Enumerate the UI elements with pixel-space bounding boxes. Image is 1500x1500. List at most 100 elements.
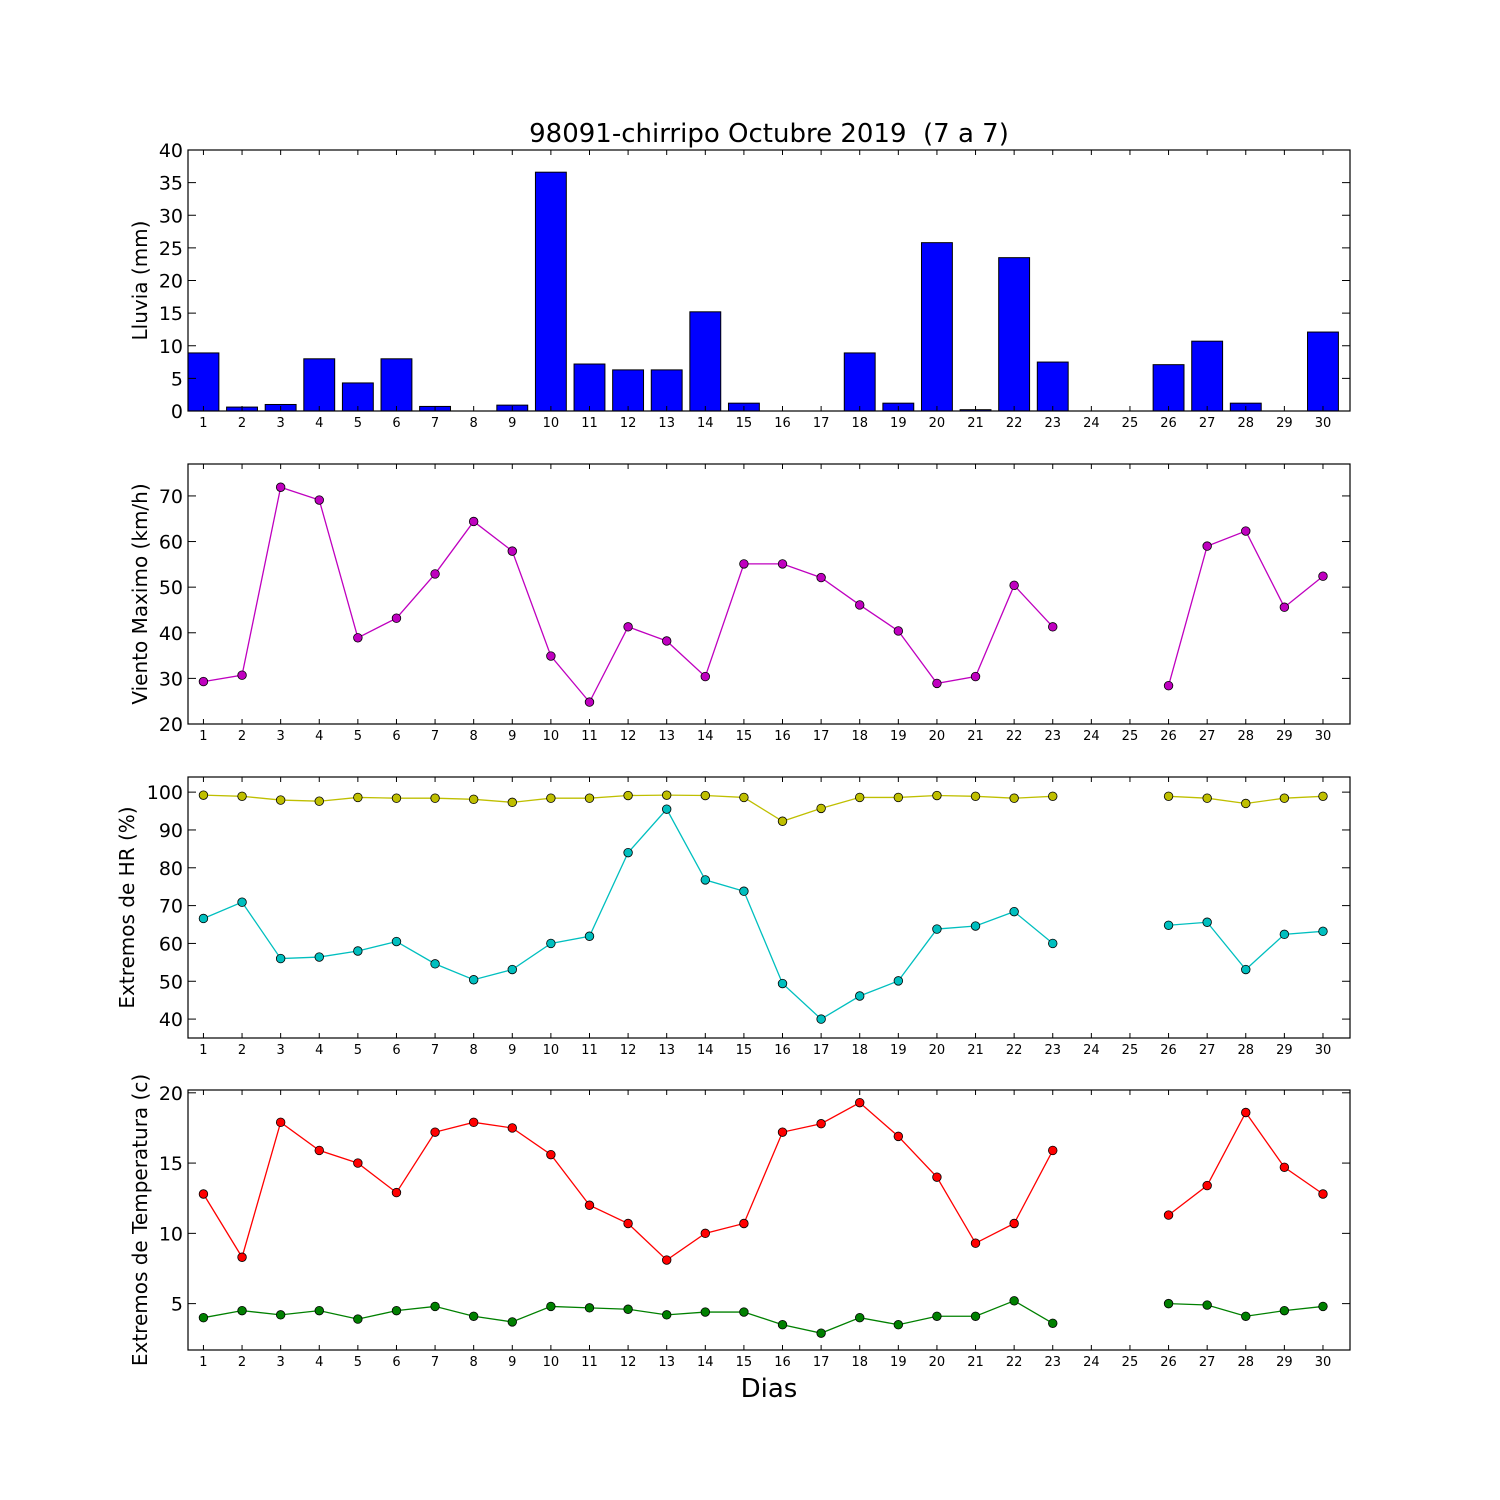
plot-frame [187, 776, 1351, 1039]
series-1-point-day-27 [1202, 541, 1212, 551]
x-tick-label: 9 [508, 416, 516, 431]
series-2-point-day-21 [970, 921, 981, 931]
x-tick-label: 25 [1122, 1355, 1139, 1370]
x-tick-label: 4 [315, 1355, 323, 1370]
y-tick-label: 100 [147, 782, 183, 804]
series-1-point-day-21 [970, 1238, 981, 1248]
series-2-point-day-14 [700, 875, 711, 885]
plot-frame [187, 1089, 1351, 1351]
series-2-point-day-29 [1279, 929, 1290, 940]
y-tick-label: 10 [159, 336, 183, 358]
x-tick-label: 30 [1315, 729, 1332, 744]
series-1-point-day-17 [816, 572, 826, 583]
series-2-point-day-6 [391, 936, 402, 947]
series-2-point-day-9 [507, 1317, 517, 1327]
x-tick-label: 21 [967, 416, 984, 431]
series-1-point-day-16 [777, 1127, 788, 1137]
series-1-point-day-9 [507, 797, 517, 808]
y-tick-label: 40 [159, 140, 183, 162]
series-2-point-day-9 [507, 964, 517, 975]
series-2-point-day-20 [932, 1311, 942, 1321]
series-1-point-day-30 [1318, 1189, 1328, 1199]
x-tick-label: 26 [1160, 416, 1177, 431]
series-1-point-day-12 [623, 790, 633, 801]
x-tick-label: 7 [431, 1043, 439, 1058]
rain-bar-day-26 [1152, 364, 1185, 412]
series-1-point-day-10 [546, 651, 556, 661]
x-tick-label: 26 [1160, 1355, 1177, 1370]
series-1-point-day-2 [237, 670, 247, 680]
series-1-point-day-15 [739, 792, 749, 803]
x-tick-label: 16 [774, 1043, 791, 1058]
y-tick-label: 40 [159, 623, 183, 645]
series-1-point-day-27 [1202, 1180, 1212, 1191]
series-2-point-day-28 [1241, 964, 1251, 975]
series-1-point-day-15 [739, 559, 749, 569]
y-tick-label: 5 [171, 368, 183, 390]
x-tick-label: 1 [199, 416, 207, 431]
series-2-point-day-21 [970, 1311, 981, 1321]
series-1-point-day-23 [1048, 622, 1058, 632]
series-2-point-day-15 [739, 1307, 749, 1317]
series-1-point-day-14 [700, 1228, 711, 1239]
series-1-point-day-19 [893, 626, 904, 636]
y-tick-label: 60 [159, 532, 183, 554]
y-axis-label: Extremos de Temperatura (c) [128, 1074, 152, 1366]
rain-bar-day-4 [303, 358, 336, 412]
series-1-point-day-19 [893, 792, 904, 803]
series-1-point-day-8 [468, 516, 479, 527]
series-2-point-day-13 [662, 804, 672, 814]
panels: 1 2 3 4 5 6 7 8 9 10 11 12 13 14 15 16 17 18 19 20 21 22 23 24 2… [115, 140, 1351, 1370]
series-1-point-day-21 [970, 671, 981, 682]
rain-bar-day-22 [998, 257, 1031, 412]
x-tick-label: 1 [199, 729, 207, 744]
series-1-point-day-13 [662, 636, 672, 646]
y-tick-label: 15 [159, 303, 183, 325]
x-tick-label: 6 [392, 416, 400, 431]
x-tick-label: 24 [1083, 416, 1100, 431]
series-1-point-day-7 [430, 569, 440, 579]
y-tick-label: 40 [159, 1009, 183, 1031]
x-tick-label: 1 [199, 1355, 207, 1370]
series-2-point-day-3 [275, 953, 286, 964]
x-tick-label: 27 [1199, 1043, 1216, 1058]
x-tick-label: 17 [813, 729, 830, 744]
series-1-point-day-17 [816, 1119, 826, 1129]
x-tick-label: 20 [929, 1043, 946, 1058]
x-tick-label: 8 [470, 416, 478, 431]
x-tick-label: 23 [1044, 416, 1061, 431]
y-tick-label: 70 [159, 896, 183, 918]
x-tick-label: 18 [851, 416, 868, 431]
x-tick-label: 1 [199, 1043, 207, 1058]
series-1-point-day-16 [777, 559, 788, 569]
series-2-point-day-30 [1318, 926, 1328, 937]
x-tick-label: 24 [1083, 1043, 1100, 1058]
x-tick-label: 26 [1160, 729, 1177, 744]
series-1-point-day-5 [353, 633, 363, 643]
series-1-point-day-12 [623, 1218, 633, 1229]
x-tick-label: 14 [697, 1043, 714, 1058]
series-2-point-day-19 [893, 976, 904, 986]
y-tick-label: 20 [159, 714, 183, 736]
x-tick-label: 10 [543, 1043, 560, 1058]
rain-bar-day-13 [650, 369, 683, 412]
x-tick-label: 27 [1199, 416, 1216, 431]
x-tick-label: 25 [1122, 1043, 1139, 1058]
series-1-point-day-28 [1241, 1107, 1251, 1118]
x-tick-label: 28 [1237, 416, 1254, 431]
x-tick-label: 7 [431, 729, 439, 744]
x-tick-label: 26 [1160, 1043, 1177, 1058]
x-tick-label: 16 [774, 1355, 791, 1370]
series-1-point-day-14 [700, 790, 711, 801]
series-1-point-day-5 [353, 1158, 363, 1168]
x-tick-label: 7 [431, 416, 439, 431]
series-2-point-day-3 [275, 1310, 286, 1320]
series-1-point-day-27 [1202, 793, 1212, 803]
series-1-point-day-3 [275, 795, 286, 805]
series-1-point-day-20 [932, 678, 942, 689]
series-2-point-day-7 [430, 959, 440, 969]
series-1-point-day-30 [1318, 571, 1328, 581]
series-2-point-day-6 [391, 1305, 402, 1316]
x-tick-label: 19 [890, 729, 907, 744]
x-tick-label: 5 [354, 416, 362, 431]
